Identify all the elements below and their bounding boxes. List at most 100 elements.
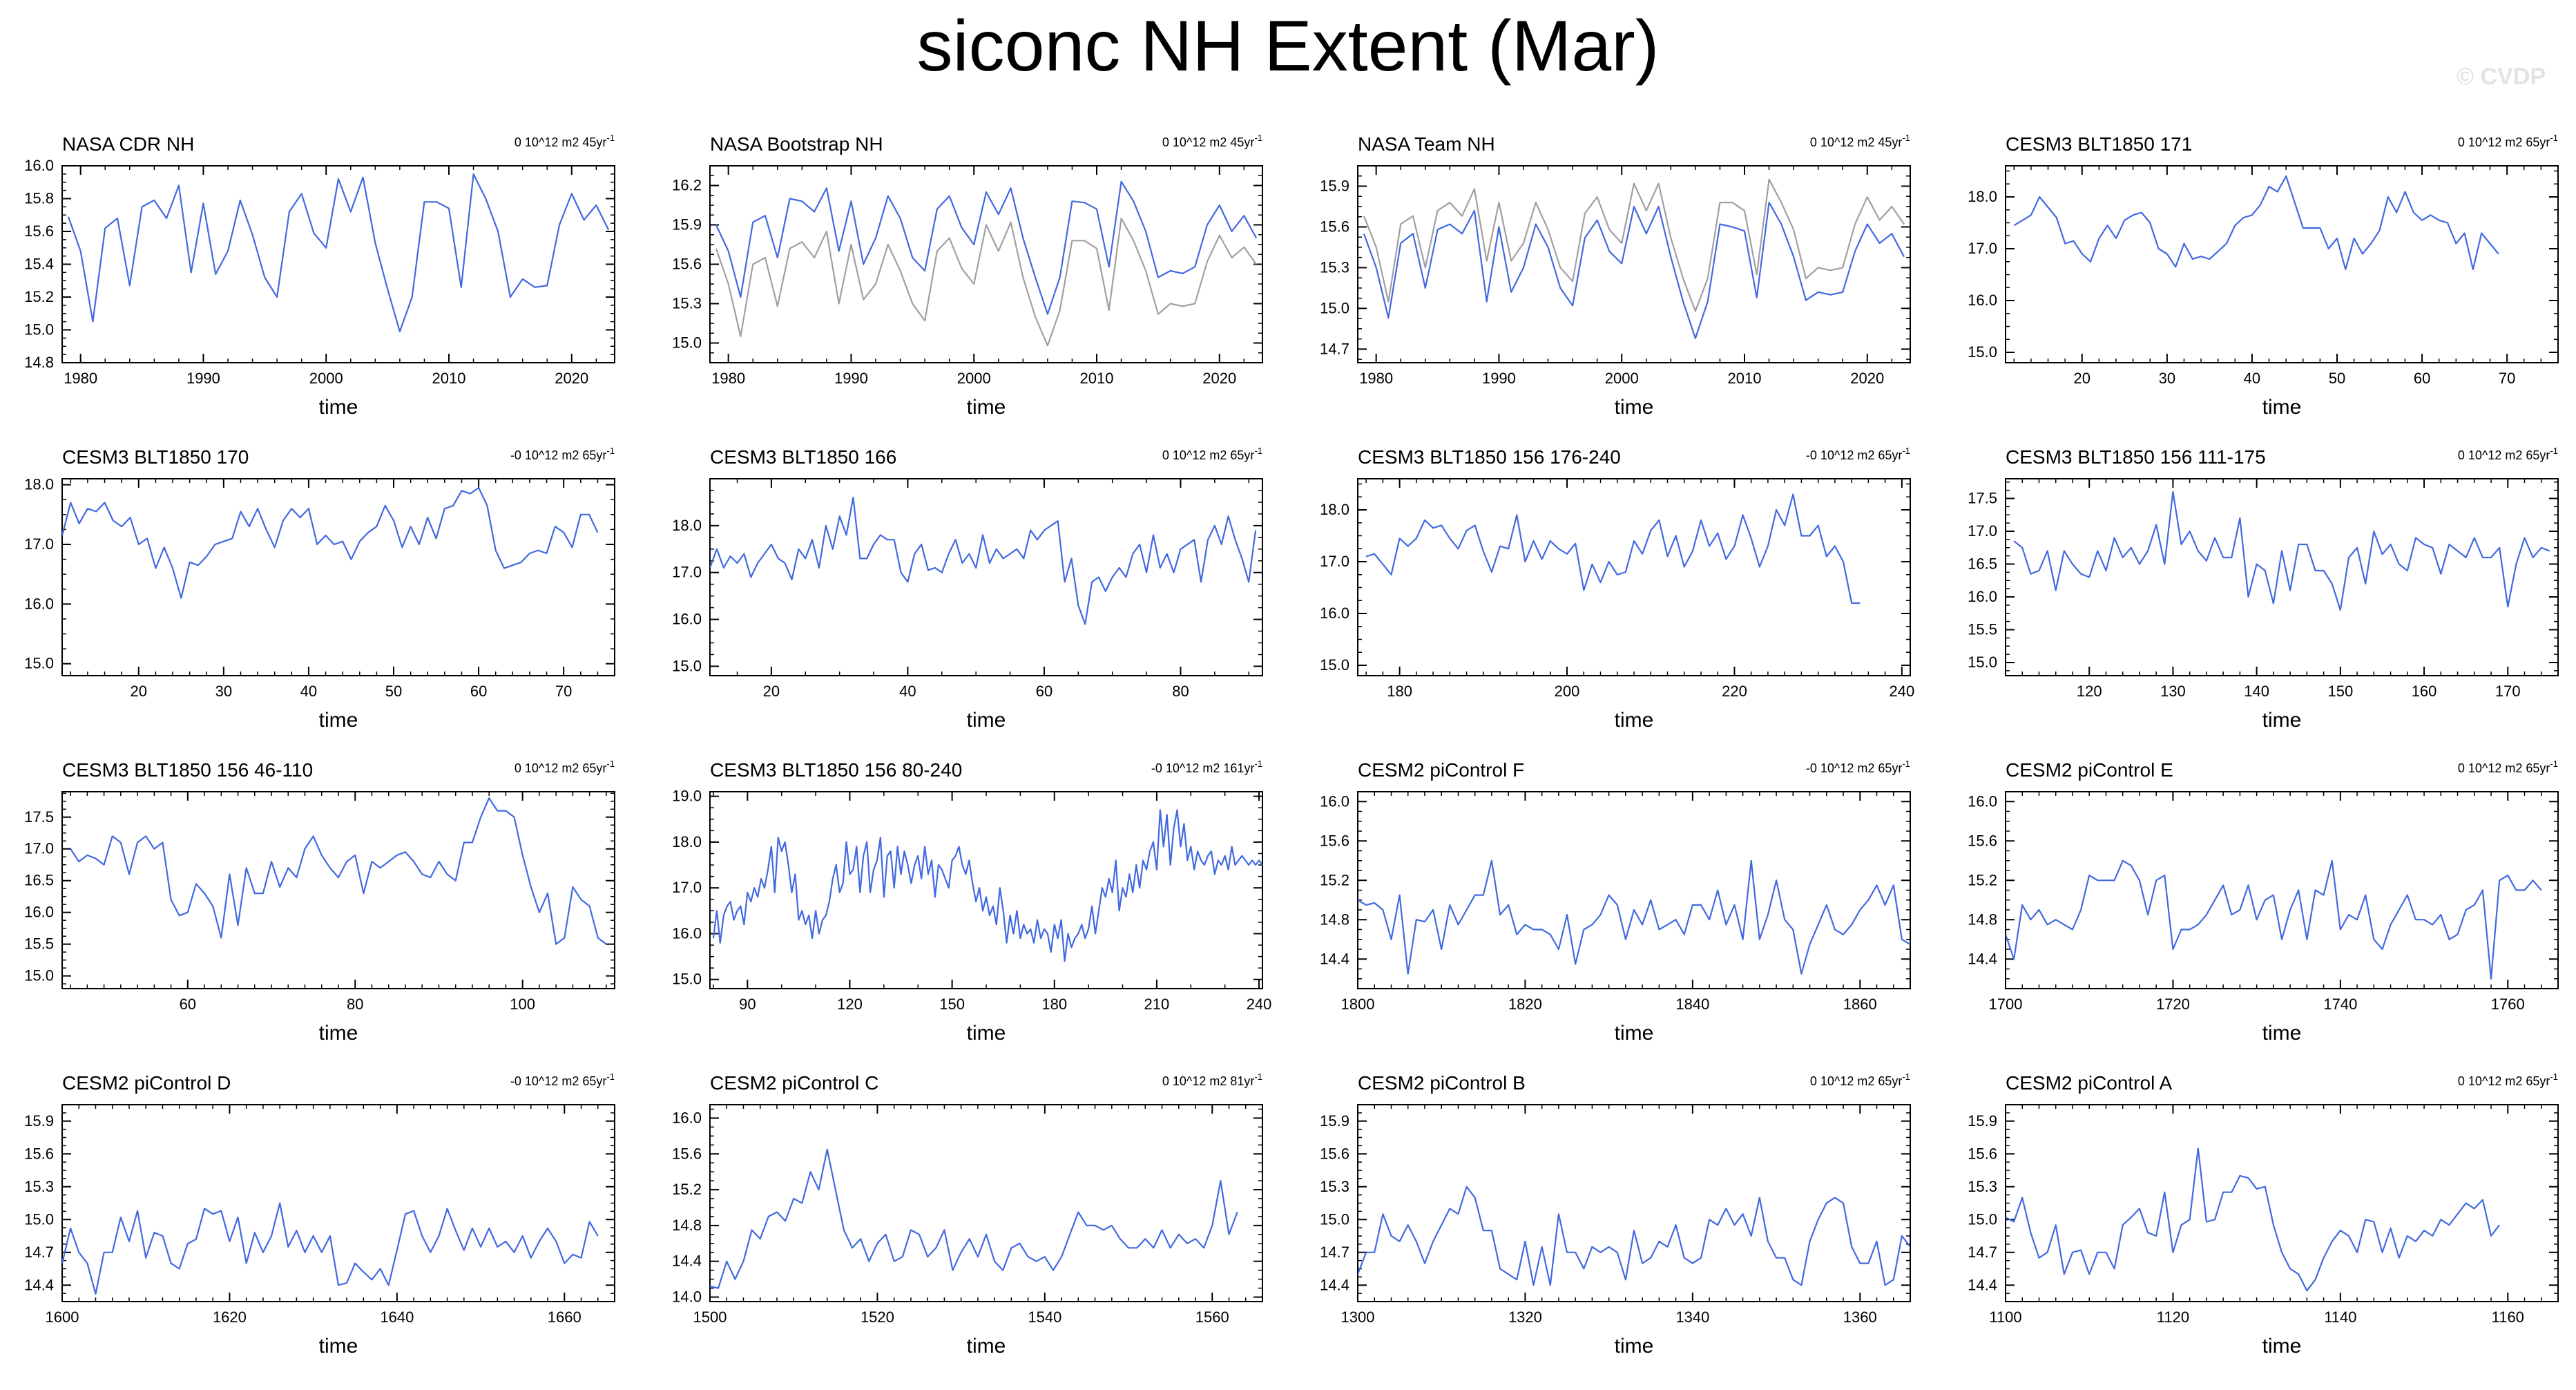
panel-title: NASA CDR NH [62, 133, 194, 155]
chart-panel: NASA Team NH 0 10^12 m2 45yr-1 1980 1990 200… [1320, 133, 1911, 416]
y-tick-label: 18.0 [672, 517, 702, 534]
x-tick-label: 1620 [213, 1308, 247, 1326]
y-tick-label: 17.0 [24, 840, 54, 857]
trend-exponent: -1 [1254, 759, 1262, 769]
chart-panel: CESM2 piControl D -0 10^12 m2 65yr-1 1600 1… [24, 1072, 615, 1355]
y-tick-label: 15.3 [1320, 258, 1349, 276]
y-tick-label: 14.4 [672, 1253, 702, 1270]
x-axis-label: time [319, 396, 358, 416]
y-tick-label: 17.0 [1320, 553, 1349, 570]
x-tick-label: 1500 [693, 1308, 727, 1326]
trend-exponent: -1 [1902, 759, 1910, 769]
x-axis-label: time [1615, 396, 1654, 416]
y-tick-label: 15.0 [1968, 343, 1997, 361]
x-tick-label: 1120 [2157, 1308, 2189, 1326]
series-line [712, 809, 1262, 962]
x-tick-label: 40 [2244, 370, 2260, 387]
y-tick-label: 15.4 [24, 256, 54, 273]
y-tick-label: 14.7 [1320, 1244, 1349, 1261]
x-tick-label: 1660 [548, 1308, 581, 1326]
x-tick-label: 80 [1172, 683, 1189, 700]
x-tick-label: 1320 [1508, 1308, 1542, 1326]
x-axis-label: time [1615, 1022, 1654, 1042]
x-tick-label: 60 [180, 996, 196, 1013]
y-tick-label: 16.0 [1968, 588, 1997, 605]
y-tick-label: 15.6 [24, 222, 54, 240]
x-tick-label: 2010 [1728, 370, 1762, 387]
x-tick-label: 1820 [1508, 996, 1542, 1013]
x-tick-label: 60 [1036, 683, 1052, 700]
x-tick-label: 100 [510, 996, 535, 1013]
x-axis-label: time [319, 1335, 358, 1355]
plot-frame [2005, 791, 2559, 989]
y-tick-label: 14.8 [1968, 911, 1997, 928]
y-tick-label: 14.4 [24, 1276, 54, 1293]
plot-frame [1357, 791, 1911, 989]
plot-frame [61, 478, 615, 676]
x-tick-label: 2020 [555, 370, 588, 387]
y-tick-label: 17.5 [1968, 490, 1997, 507]
y-tick-label: 15.3 [1968, 1178, 1997, 1195]
trend-exponent: -1 [1902, 446, 1910, 456]
series-line [67, 173, 610, 332]
y-tick-label: 15.9 [1320, 177, 1349, 194]
x-axis-label: time [967, 1335, 1006, 1355]
x-tick-label: 130 [2160, 683, 2186, 700]
x-tick-label: 1980 [1359, 370, 1393, 387]
x-tick-label: 210 [1144, 996, 1170, 1013]
y-tick-label: 16.5 [24, 872, 54, 889]
y-tick-label: 16.0 [24, 904, 54, 921]
y-tick-label: 15.2 [1320, 871, 1349, 888]
x-tick-label: 20 [131, 683, 147, 700]
y-tick-label: 14.7 [1320, 340, 1349, 357]
x-tick-label: 240 [1247, 996, 1272, 1013]
chart-panel: NASA Bootstrap NH 0 10^12 m2 45yr-1 1980 19… [672, 133, 1263, 416]
y-tick-label: 16.0 [24, 595, 54, 612]
y-tick-label: 17.0 [672, 564, 702, 581]
watermark: © CVDP [2457, 64, 2546, 90]
trend-label: 0 10^12 m2 65yr-1 [1810, 1072, 1910, 1088]
x-tick-label: 30 [2159, 370, 2175, 387]
panel-title: CESM2 piControl C [710, 1072, 878, 1094]
y-tick-label: 15.0 [24, 967, 54, 984]
y-tick-label: 15.0 [672, 657, 702, 674]
y-tick-label: 15.3 [1320, 1178, 1349, 1195]
plot-frame [1357, 478, 1911, 676]
trend-label: 0 10^12 m2 81yr-1 [1162, 1072, 1262, 1088]
series-line [1358, 859, 1910, 975]
y-tick-label: 15.5 [1968, 621, 1997, 638]
trend-label: 0 10^12 m2 65yr-1 [515, 759, 615, 775]
y-tick-label: 15.9 [1320, 1112, 1349, 1130]
y-tick-label: 14.8 [24, 354, 54, 371]
series-line [1358, 1186, 1910, 1286]
plot-frame [2005, 165, 2559, 363]
y-tick-label: 16.5 [1968, 555, 1997, 573]
series-line [70, 797, 607, 945]
chart-panel: CESM3 BLT1850 166 0 10^12 m2 65yr-1 20 40 60… [672, 446, 1263, 729]
x-tick-label: 1980 [711, 370, 745, 387]
trend-label: -0 10^12 m2 65yr-1 [510, 446, 615, 462]
x-tick-label: 150 [2327, 683, 2353, 700]
y-tick-label: 16.0 [672, 611, 702, 628]
y-tick-label: 16.0 [672, 924, 702, 942]
panel-title: NASA Team NH [1358, 133, 1495, 155]
chart-panel: CESM2 piControl C 0 10^12 m2 81yr-1 1500 15… [672, 1072, 1263, 1355]
x-tick-label: 50 [385, 683, 402, 700]
trend-label: 0 10^12 m2 45yr-1 [1162, 133, 1262, 149]
y-tick-label: 15.3 [672, 295, 702, 312]
trend-label: 0 10^12 m2 65yr-1 [1162, 446, 1262, 462]
x-tick-label: 1760 [2491, 996, 2525, 1013]
series-line [1365, 493, 1861, 604]
chart-panel: CESM3 BLT1850 156 46-110 0 10^12 m2 65yr-… [24, 759, 615, 1042]
y-tick-label: 18.0 [672, 833, 702, 850]
x-tick-label: 20 [763, 683, 780, 700]
x-tick-label: 1740 [2323, 996, 2357, 1013]
trend-label: 0 10^12 m2 65yr-1 [2458, 446, 2558, 462]
x-tick-label: 180 [1387, 683, 1412, 700]
y-tick-label: 16.0 [672, 1109, 702, 1126]
x-tick-label: 1100 [1989, 1308, 2021, 1326]
x-axis-label: time [319, 709, 358, 729]
chart-panel: NASA CDR NH 0 10^12 m2 45yr-1 1980 1990 2000… [24, 133, 615, 416]
panel-title: NASA Bootstrap NH [710, 133, 883, 155]
